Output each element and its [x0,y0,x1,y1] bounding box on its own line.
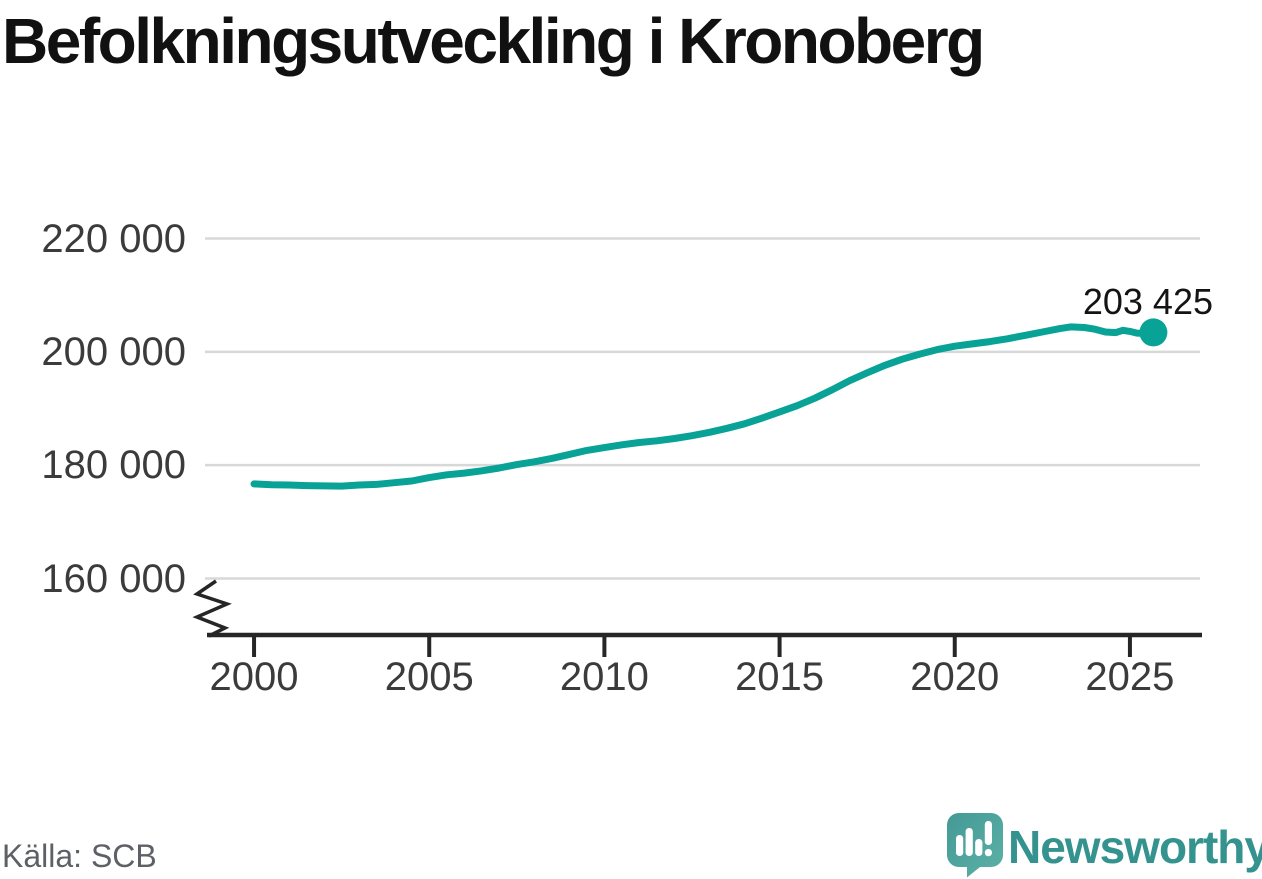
x-tick-label: 2005 [384,655,474,699]
last-point-marker [1139,318,1168,347]
x-tick-label: 2000 [209,655,299,699]
last-value-label: 203 425 [1082,281,1213,322]
source-label: Källa: SCB [2,838,157,874]
population-line [250,323,1157,490]
y-tick-label: 180 000 [41,443,186,488]
x-tick-label: 2010 [559,655,649,699]
y-tick-label: 220 000 [41,216,186,261]
newsworthy-bubble-chart-icon [947,813,1003,878]
newsworthy-logo: Newsworthy [946,812,1262,878]
brand-name: Newsworthy [1008,821,1262,873]
chart-title: Befolkningsutveckling i Kronoberg [2,5,985,77]
y-tick-label: 160 000 [41,556,186,601]
x-tick-label: 2020 [910,655,1000,699]
y-tick-label: 200 000 [41,329,186,374]
x-tick-label: 2015 [735,655,825,699]
y-axis-break-icon [192,579,232,638]
x-tick-label: 2025 [1085,655,1175,699]
